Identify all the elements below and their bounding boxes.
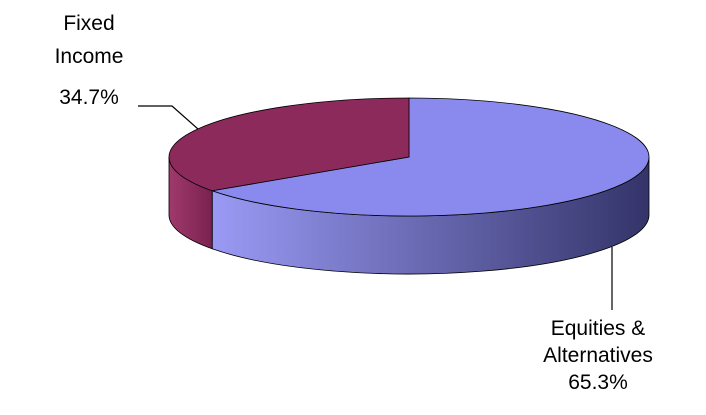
slice-label-1: Fixed <box>63 12 114 35</box>
slice-label-1: Income <box>55 45 124 68</box>
slice-value-label-0: 65.3% <box>568 371 628 394</box>
slice-value-label-1: 34.7% <box>59 86 119 109</box>
slice-label-0: Alternatives <box>543 344 653 367</box>
pie-tops <box>169 98 649 216</box>
slice-label-0: Equities & <box>551 317 646 340</box>
leader-line-1 <box>138 106 198 129</box>
